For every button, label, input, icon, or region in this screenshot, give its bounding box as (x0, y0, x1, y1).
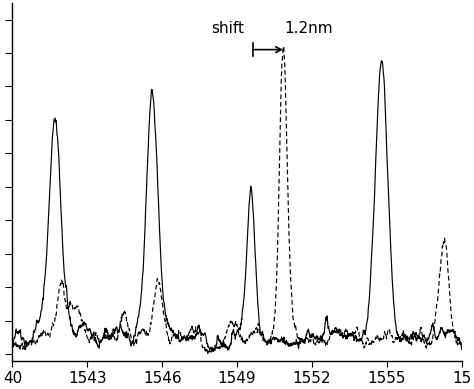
Text: shift: shift (211, 21, 245, 36)
Text: 1.2nm: 1.2nm (284, 21, 333, 36)
